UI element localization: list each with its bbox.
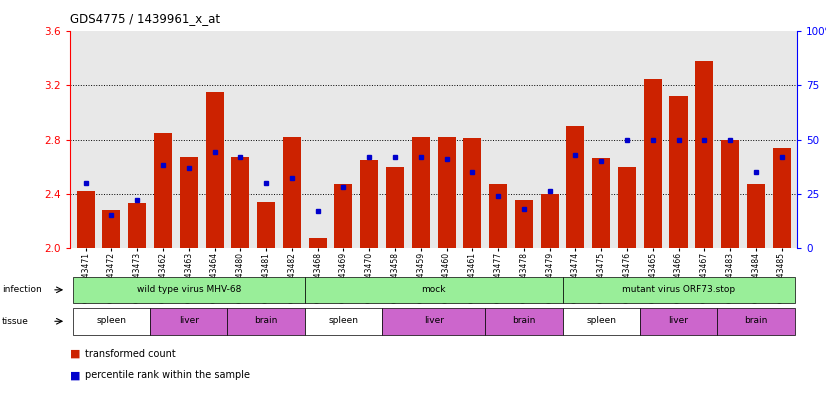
- Text: spleen: spleen: [97, 316, 126, 325]
- Bar: [282, 137, 301, 248]
- Bar: [567, 126, 585, 248]
- Bar: [180, 157, 197, 248]
- Text: ■: ■: [70, 370, 81, 380]
- Text: liver: liver: [668, 316, 689, 325]
- Text: spleen: spleen: [329, 316, 358, 325]
- Bar: [73, 308, 150, 334]
- Bar: [695, 61, 714, 248]
- Text: mutant virus ORF73.stop: mutant virus ORF73.stop: [622, 285, 735, 294]
- Text: liver: liver: [178, 316, 199, 325]
- Bar: [309, 238, 326, 248]
- Bar: [305, 308, 382, 334]
- Text: mock: mock: [421, 285, 446, 294]
- Bar: [227, 308, 305, 334]
- Bar: [717, 308, 795, 334]
- Bar: [335, 184, 353, 248]
- Bar: [563, 277, 795, 303]
- Bar: [382, 308, 485, 334]
- Text: brain: brain: [512, 316, 535, 325]
- Bar: [489, 184, 507, 248]
- Bar: [485, 308, 563, 334]
- Bar: [515, 200, 533, 248]
- Text: percentile rank within the sample: percentile rank within the sample: [85, 370, 250, 380]
- Text: brain: brain: [254, 316, 278, 325]
- Bar: [257, 202, 275, 248]
- Text: spleen: spleen: [586, 316, 616, 325]
- Bar: [618, 167, 636, 248]
- Bar: [670, 96, 687, 248]
- Bar: [592, 158, 610, 248]
- Bar: [747, 184, 765, 248]
- Bar: [772, 148, 790, 248]
- Bar: [150, 308, 227, 334]
- Text: liver: liver: [424, 316, 444, 325]
- Bar: [128, 203, 146, 248]
- Bar: [154, 133, 172, 248]
- Bar: [438, 137, 456, 248]
- Bar: [73, 277, 305, 303]
- Bar: [360, 160, 378, 248]
- Bar: [640, 308, 717, 334]
- Bar: [463, 138, 482, 248]
- Text: infection: infection: [2, 285, 41, 294]
- Bar: [77, 191, 95, 248]
- Bar: [206, 92, 224, 248]
- Text: brain: brain: [744, 316, 767, 325]
- Bar: [721, 140, 739, 248]
- Bar: [102, 210, 121, 248]
- Text: ■: ■: [70, 349, 81, 359]
- Bar: [643, 79, 662, 248]
- Text: transformed count: transformed count: [85, 349, 176, 359]
- Text: tissue: tissue: [2, 317, 29, 326]
- Bar: [231, 157, 249, 248]
- Bar: [386, 167, 404, 248]
- Bar: [563, 308, 640, 334]
- Bar: [305, 277, 563, 303]
- Bar: [541, 193, 558, 248]
- Text: wild type virus MHV-68: wild type virus MHV-68: [136, 285, 241, 294]
- Text: GDS4775 / 1439961_x_at: GDS4775 / 1439961_x_at: [70, 12, 221, 25]
- Bar: [411, 137, 430, 248]
